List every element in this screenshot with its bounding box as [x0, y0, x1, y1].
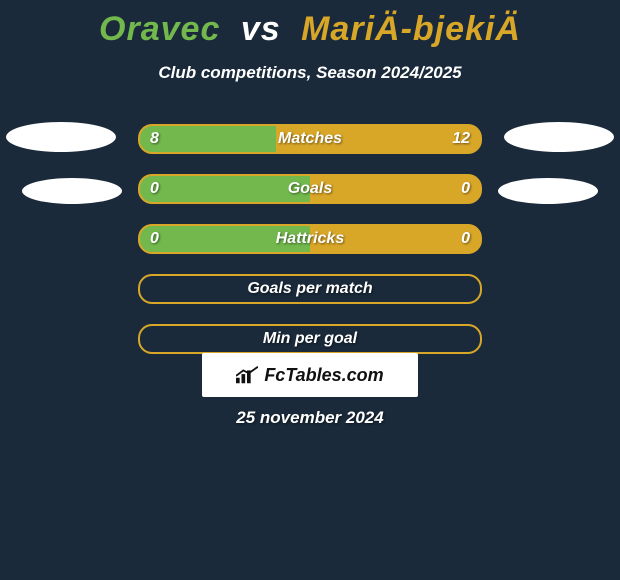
stat-right-value: 0 [461, 176, 470, 202]
player1-team-placeholder [22, 178, 122, 204]
stat-bar-fill [140, 176, 310, 202]
subtitle: Club competitions, Season 2024/2025 [0, 63, 620, 83]
stat-left-value: 8 [150, 126, 159, 152]
comparison-card: Oravec vs MariÄ-bjekiÄ Club competitions… [0, 0, 620, 580]
stat-label: Hattricks [276, 230, 344, 248]
stat-label: Min per goal [263, 330, 357, 348]
stat-bar-min-per-goal: Min per goal [138, 324, 482, 354]
player2-team-placeholder [498, 178, 598, 204]
page-title: Oravec vs MariÄ-bjekiÄ [0, 10, 620, 49]
player2-avatar-placeholder [504, 122, 614, 152]
player1-name: Oravec [99, 10, 220, 48]
stat-bar-goals-per-match: Goals per match [138, 274, 482, 304]
stat-bar-matches: 8 12 Matches [138, 124, 482, 154]
stat-label: Goals per match [247, 280, 372, 298]
stat-bar-hattricks: 0 0 Hattricks [138, 224, 482, 254]
stat-right-value: 12 [452, 126, 470, 152]
stat-label: Matches [278, 130, 342, 148]
stat-left-value: 0 [150, 176, 159, 202]
stat-bar-goals: 0 0 Goals [138, 174, 482, 204]
stat-bar-fill [140, 126, 276, 152]
stat-left-value: 0 [150, 226, 159, 252]
stat-label: Goals [288, 180, 332, 198]
vs-text: vs [231, 10, 291, 48]
credit-text: FcTables.com [264, 365, 383, 386]
player1-avatar-placeholder [6, 122, 116, 152]
player2-name: MariÄ-bjekiÄ [301, 10, 521, 48]
chart-icon [236, 366, 258, 384]
date-text: 25 november 2024 [0, 408, 620, 428]
stats-bars: 8 12 Matches 0 0 Goals 0 0 Hattricks Goals per ma… [138, 124, 482, 374]
credit-badge: FcTables.com [202, 353, 418, 397]
stat-right-value: 0 [461, 226, 470, 252]
